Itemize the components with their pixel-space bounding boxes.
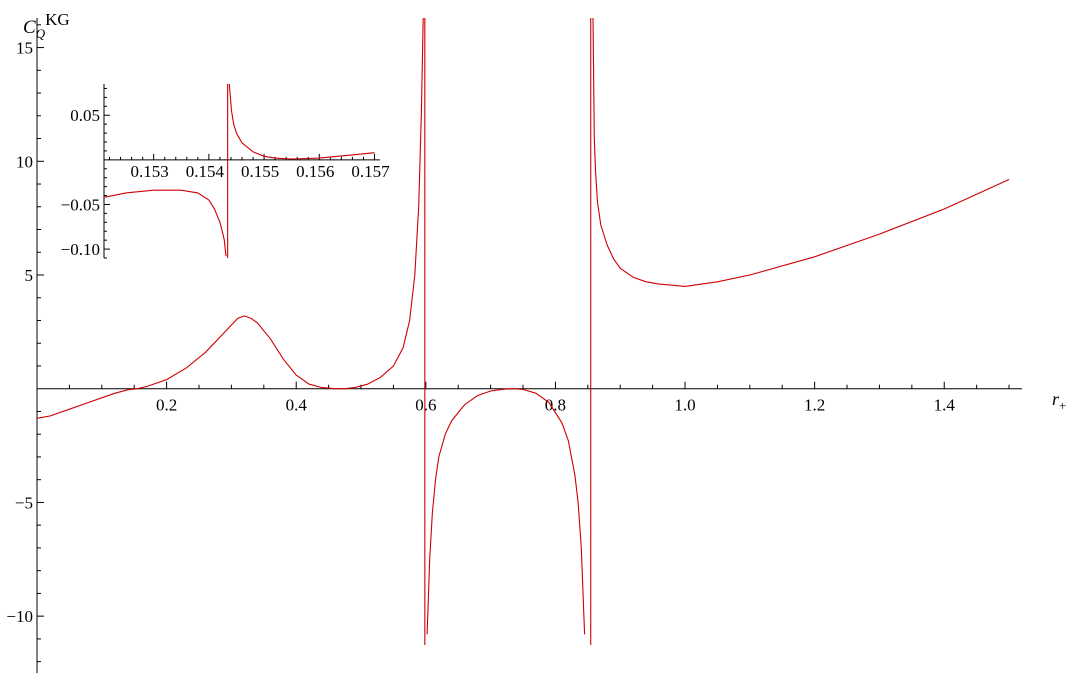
inset-chart: 0.153 0.154 0.155 0.156 0.157 0.05 −0.05 −0.10 (61, 83, 390, 259)
y-axis-label-main: C (23, 17, 36, 38)
y-tick-label: −10 (6, 607, 33, 626)
x-tick-label: 1.2 (804, 396, 825, 415)
x-ticks: 0.2 0.4 0.6 0.8 1.0 1.2 1.4 (68, 381, 1010, 415)
y-tick-label: −5 (15, 493, 33, 512)
x-tick-label: 0.157 (351, 162, 390, 181)
x-tick-label: 0.2 (156, 396, 177, 415)
x-tick-label: 0.154 (186, 162, 225, 181)
asymptote-lines (424, 18, 592, 645)
x-tick-label: 0.4 (286, 396, 308, 415)
inset-y-ticks: 0.05 −0.05 −0.10 (61, 87, 110, 259)
x-tick-label: 1.4 (934, 396, 956, 415)
x-tick-label: 0.155 (241, 162, 279, 181)
y-axis-label-sub: Q (36, 26, 46, 41)
curve-branch (36, 17, 424, 419)
curve-branch (228, 83, 375, 160)
inset-x-ticks: 0.153 0.154 0.155 0.156 0.157 (109, 153, 390, 181)
y-tick-label: −0.05 (61, 195, 100, 214)
y-axis-label: CQKG (23, 10, 70, 41)
x-tick-label: 0.156 (296, 162, 334, 181)
curve-branch (103, 189, 227, 257)
curve-branch (426, 388, 586, 635)
y-tick-label: 5 (25, 266, 34, 285)
y-ticks: 15 10 5 −5 −10 (6, 24, 44, 663)
y-axis-label-sup: KG (45, 10, 70, 29)
x-axis-label: r+ (1052, 389, 1066, 413)
x-tick-label: 0.8 (545, 396, 566, 415)
y-tick-label: 10 (16, 152, 33, 171)
y-tick-label: 0.05 (70, 106, 100, 125)
inset-curves (103, 83, 375, 257)
main-curves (36, 17, 1010, 635)
y-tick-label: 15 (16, 39, 33, 58)
y-tick-label: −0.10 (61, 240, 100, 259)
x-tick-label: 0.6 (415, 396, 436, 415)
x-axis-label-main: r (1052, 389, 1060, 409)
x-tick-label: 0.153 (131, 162, 169, 181)
x-axis-label-sub: + (1059, 398, 1066, 413)
x-tick-label: 1.0 (674, 396, 695, 415)
curve-branch (592, 17, 1010, 287)
main-axes: 0.2 0.4 0.6 0.8 1.0 1.2 1.4 15 10 5 −5 −10 (6, 18, 1022, 673)
